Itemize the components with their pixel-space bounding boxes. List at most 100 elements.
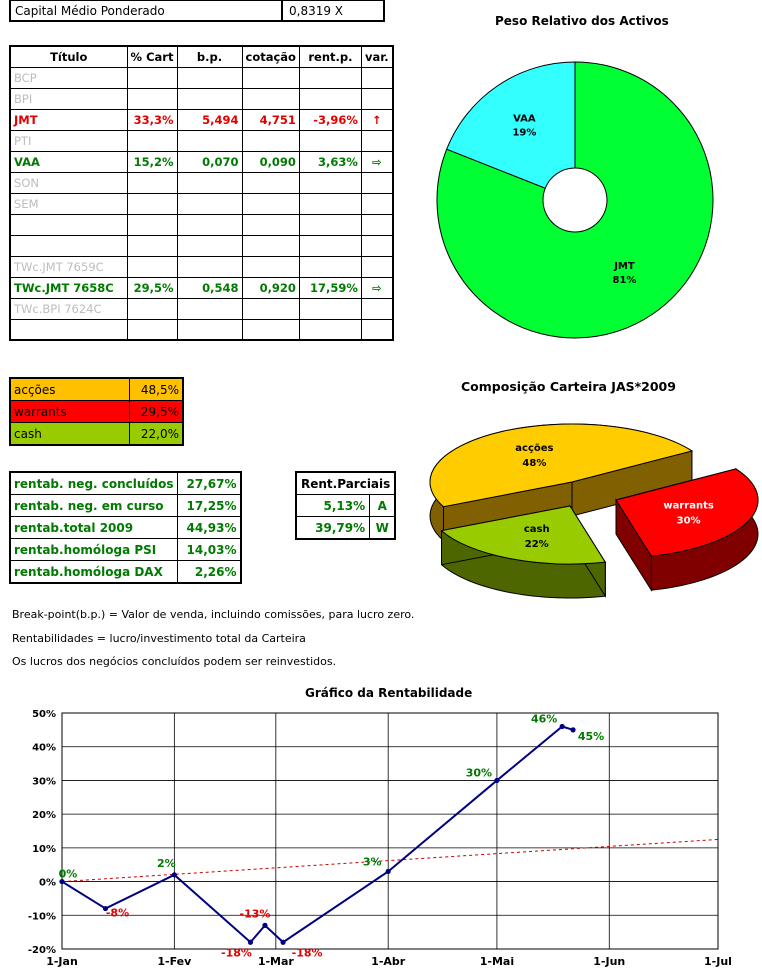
y-tick-label: 40%	[32, 743, 56, 754]
data-label: 45%	[578, 730, 604, 743]
rent-parciais-table: Rent.Parciais 5,13% A 39,79% W	[295, 471, 397, 540]
rentabilidade-label: rentab. neg. em curso	[9, 494, 178, 517]
portfolio-cell-rent	[298, 192, 362, 215]
pie2-label: cash	[524, 524, 550, 535]
portfolio-cell-rent	[298, 318, 362, 341]
col-cotacao: cotação	[241, 45, 300, 68]
pie2-label: warrants	[663, 501, 713, 512]
y-tick-label: 0%	[39, 878, 56, 889]
allocation-label: cash	[9, 422, 130, 446]
rentabilidade-line	[61, 725, 574, 944]
portfolio-cell-cart	[126, 66, 178, 89]
portfolio-cell-bp	[176, 66, 243, 89]
portfolio-cell-rent	[298, 234, 362, 257]
portfolio-cell-rent	[298, 129, 362, 152]
portfolio-row: PTI	[9, 129, 394, 152]
rentabilidade-value: 14,03%	[176, 538, 242, 561]
portfolio-cell-titulo: PTI	[9, 129, 128, 152]
pie1-label: VAA	[513, 114, 536, 125]
portfolio-cell-cart	[126, 234, 178, 257]
portfolio-cell-titulo: BPI	[9, 87, 128, 110]
portfolio-cell-var	[360, 192, 394, 215]
portfolio-cell-bp	[176, 213, 243, 236]
pie2-value-label: 30%	[677, 516, 701, 527]
portfolio-cell-titulo: VAA	[9, 150, 128, 173]
portfolio-cell-titulo: TWc.BPI 7624C	[9, 297, 128, 320]
portfolio-cell-titulo: JMT	[9, 108, 128, 131]
portfolio-cell-rent	[298, 171, 362, 194]
portfolio-row: VAA 15,2% 0,070 0,090 3,63% ⇨	[9, 150, 394, 173]
y-tick-label: -10%	[28, 911, 56, 922]
portfolio-cell-titulo: TWc.JMT 7658C	[9, 276, 128, 299]
portfolio-cell-cot: 0,090	[241, 150, 300, 173]
x-tick-label: 1-Mai	[480, 955, 514, 968]
portfolio-row: TWc.JMT 7659C	[9, 255, 394, 278]
y-tick-label: -20%	[28, 945, 56, 956]
x-tick-label: 1-Jan	[46, 955, 78, 968]
portfolio-cell-bp: 5,494	[176, 108, 243, 131]
allocation-value: 48,5%	[129, 377, 184, 401]
portfolio-cell-titulo: BCP	[9, 66, 128, 89]
portfolio-cell-var: ⇨	[360, 276, 394, 299]
portfolio-cell-bp	[176, 87, 243, 110]
portfolio-cell-rent: 17,59%	[298, 276, 362, 299]
col-rent: rent.p.	[298, 45, 362, 68]
pie1-slice-vaa	[446, 61, 576, 189]
portfolio-cell-bp	[176, 192, 243, 215]
portfolio-cell-bp	[176, 318, 243, 341]
capital-medio-value: 0,8319 X	[289, 4, 344, 18]
data-point	[559, 723, 565, 730]
portfolio-header-row: Título % Cart b.p. cotação rent.p. var.	[9, 45, 394, 68]
trend-line	[61, 838, 719, 883]
rent-parciais-tag: W	[369, 516, 396, 540]
pie2-title: Composição Carteira JAS*2009	[461, 379, 676, 394]
allocation-row: cash 22,0%	[9, 422, 184, 446]
x-tick-label: 1-Jun	[593, 955, 625, 968]
pie2-slice-acções	[429, 423, 694, 508]
portfolio-cell-cart	[126, 318, 178, 341]
portfolio-cell-var	[360, 66, 394, 89]
portfolio-cell-bp: 0,070	[176, 150, 243, 173]
pie1-value-label: 81%	[612, 275, 636, 286]
col-bp: b.p.	[176, 45, 243, 68]
portfolio-cell-cart: 29,5%	[126, 276, 178, 299]
rent-parciais-row: 5,13% A	[295, 494, 396, 517]
portfolio-cell-cart	[126, 213, 178, 236]
y-tick-label: 50%	[32, 709, 56, 720]
data-label: -18%	[292, 946, 323, 959]
y-tick-label: 20%	[32, 810, 56, 821]
data-label: 2%	[157, 857, 176, 870]
portfolio-cell-var	[360, 297, 394, 320]
data-label: 46%	[531, 712, 557, 725]
portfolio-cell-cot	[241, 297, 300, 320]
portfolio-cell-cot	[241, 87, 300, 110]
data-point	[570, 727, 576, 733]
data-label: -18%	[221, 946, 252, 959]
portfolio-cell-cot	[241, 234, 300, 257]
rentabilidade-label: rentab. neg. concluídos	[9, 471, 178, 495]
data-point	[280, 939, 286, 945]
line-chart: -20% -10% 0% 10% 20% 30% 40% 50% 1-Jan 1-Fev 1-Mar…	[28, 709, 732, 968]
portfolio-cell-bp: 0,548	[176, 276, 243, 299]
portfolio-cell-cart: 33,3%	[126, 108, 178, 131]
portfolio-cell-cot	[241, 129, 300, 152]
rent-parciais-value: 39,79%	[295, 516, 371, 540]
data-point	[247, 939, 254, 945]
portfolio-cell-titulo: TWc.JMT 7659C	[9, 255, 128, 278]
plot-area	[61, 712, 719, 950]
portfolio-row	[9, 213, 394, 236]
portfolio-cell-cot	[241, 192, 300, 215]
portfolio-cell-bp	[176, 171, 243, 194]
portfolio-row: TWc.BPI 7624C	[9, 297, 394, 320]
pie1-slice-jmt	[436, 61, 714, 339]
rentabilidade-row: rentab. neg. concluídos 27,67%	[9, 471, 242, 495]
rent-parciais-header: Rent.Parciais	[295, 471, 396, 495]
portfolio-cell-cot: 4,751	[241, 108, 300, 131]
rentabilidade-value: 27,67%	[176, 471, 242, 495]
x-tick-label: 1-Jul	[704, 955, 732, 968]
portfolio-cell-rent	[298, 213, 362, 236]
portfolio-cell-titulo: SEM	[9, 192, 128, 215]
rentabilidade-row: rentab. neg. em curso 17,25%	[9, 494, 242, 517]
portfolio-cell-cart: 15,2%	[126, 150, 178, 173]
rentabilidade-row: rentab.total 2009 44,93%	[9, 516, 242, 539]
